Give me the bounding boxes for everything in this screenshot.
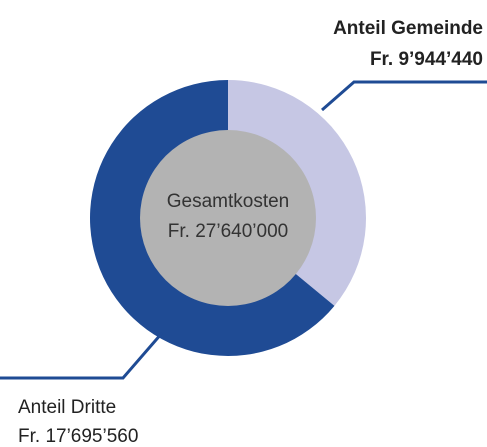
leader-line — [321, 80, 487, 112]
center-circle — [140, 130, 316, 306]
slice-label: Anteil Gemeinde — [333, 18, 483, 39]
slice-label: Anteil Dritte — [18, 397, 116, 418]
center-value: Fr. 27’640’000 — [168, 221, 288, 242]
leader-line — [0, 332, 164, 380]
value-label: Fr. 17’695’560 — [18, 426, 138, 447]
center-label: Gesamtkosten — [167, 191, 290, 212]
value-label: Fr. 9’944’440 — [370, 49, 483, 70]
